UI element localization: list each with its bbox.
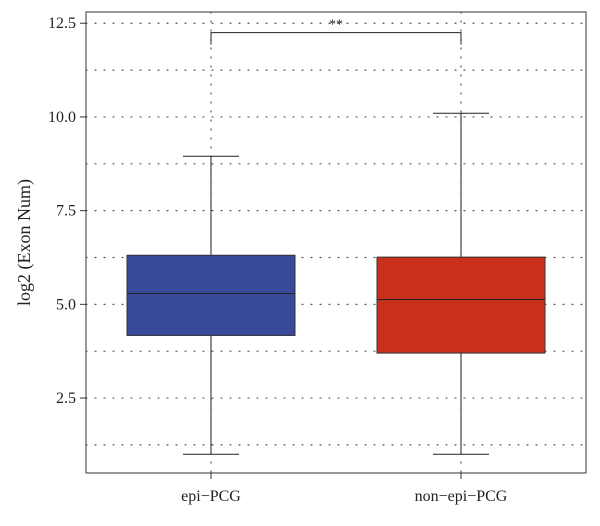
- y-tick-label: 12.5: [48, 15, 76, 32]
- box-body: [126, 254, 296, 336]
- y-tick-label: 5.0: [56, 296, 76, 313]
- box-0: [126, 155, 296, 455]
- y-tick-label: 10.0: [48, 109, 76, 126]
- box-body: [376, 256, 546, 354]
- boxes: [126, 112, 546, 455]
- box-1: [376, 112, 546, 455]
- plot-frame: [85, 11, 587, 474]
- y-axis-title: log2 (Exon Num): [14, 179, 35, 306]
- x-tick-label: non−epi−PCG: [415, 488, 508, 505]
- y-tick-label: 7.5: [56, 203, 76, 220]
- grid: [85, 11, 587, 474]
- x-axis: epi−PCG non−epi−PCG: [181, 473, 508, 505]
- x-tick-label: epi−PCG: [181, 488, 241, 505]
- y-axis: 2.5 5.0 7.5 10.0 12.5: [48, 15, 86, 407]
- significance-bracket: **: [210, 18, 462, 45]
- y-tick-label: 2.5: [56, 390, 76, 407]
- significance-line: [210, 32, 462, 45]
- significance-label: **: [329, 18, 343, 33]
